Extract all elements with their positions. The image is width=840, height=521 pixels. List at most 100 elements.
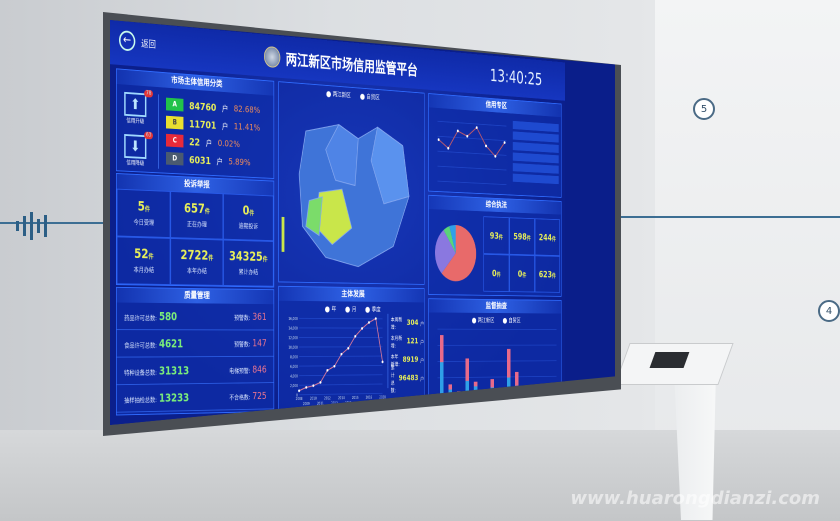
stat-label: 今日受理 xyxy=(133,218,155,227)
panel-title: 质量管理 xyxy=(116,287,274,305)
complaint-stat[interactable]: 657件 正在办理 xyxy=(170,191,223,240)
gridline xyxy=(299,375,382,376)
unit: 户 xyxy=(221,104,229,115)
legend-year[interactable]: 年 xyxy=(325,305,336,314)
grade-percent: 0.02% xyxy=(217,138,240,150)
complaint-stat[interactable]: 34325件 累计办结 xyxy=(222,239,274,287)
complaint-stat[interactable]: 52件 本月办结 xyxy=(116,236,171,286)
legend-liangjiang[interactable]: 两江新区 xyxy=(471,316,494,324)
stat-label: 本月办结 xyxy=(133,266,155,274)
stat-value: 52 xyxy=(134,246,149,262)
gridline xyxy=(437,166,506,170)
grade-count: 84760 xyxy=(189,99,217,114)
quality-value: 31313 xyxy=(158,363,190,377)
map-panel: 两江新区 自贸区 xyxy=(278,81,425,285)
quality-row[interactable]: 食品许可总数: 4621 预警数: 147 xyxy=(116,330,274,358)
unit: 件 xyxy=(526,234,531,242)
credit-panel: 市场主体信用分类 ⬆ 78 信用升级 ⬇ 63 信用降级 A 84760 户 82.68%… xyxy=(115,68,275,179)
unit: 件 xyxy=(522,271,527,279)
stat-label: 本周新增: xyxy=(390,317,403,331)
enforcement-stat[interactable]: 0件 xyxy=(509,254,535,293)
unit: 件 xyxy=(144,205,151,213)
unit: 件 xyxy=(262,255,268,263)
quality-label: 特种设备总数: xyxy=(124,368,157,377)
quality-row[interactable]: 抽样抽检总数: 13233 不合格数: 725 xyxy=(116,382,274,413)
gridline xyxy=(437,181,506,185)
quality-row[interactable]: 药品许可总数: 580 预警数: 361 xyxy=(116,302,274,331)
kiosk-tablet[interactable] xyxy=(614,343,734,385)
gridline xyxy=(299,384,382,385)
display-screen: ← 返回 两江新区市场信用监管平台 13:40:25 市场主体信用分类 ⬆ 78 信… xyxy=(110,20,615,425)
stat-value: 657 xyxy=(184,201,205,217)
development-panel: 主体发展 年月季度 0 2,000 4,000 6,000 8,000 10,000 12,… xyxy=(278,285,425,412)
gridline xyxy=(437,361,556,362)
enforcement-stat[interactable]: 598件 xyxy=(509,217,535,256)
stat-value: 598 xyxy=(513,230,527,242)
kiosk-stand xyxy=(674,370,716,520)
district-map[interactable] xyxy=(279,94,425,280)
quality-value: 4621 xyxy=(158,336,184,350)
credit-downgrade-button[interactable]: ⬇ 63 xyxy=(124,131,153,160)
complaint-stat[interactable]: 0件 逾期投诉 xyxy=(222,193,274,242)
grade-badge: C xyxy=(166,133,184,148)
panel-title: 综合执法 xyxy=(428,195,561,215)
watermark: www.huarongdianzi.com xyxy=(570,488,820,509)
stat-value: 623 xyxy=(538,268,552,280)
warning-label: 不合格数: xyxy=(229,393,251,402)
dashboard: ← 返回 两江新区市场信用监管平台 13:40:25 市场主体信用分类 ⬆ 78 信… xyxy=(110,20,565,425)
y-tick-label: 12,000 xyxy=(288,336,297,340)
y-tick-label: 16,000 xyxy=(288,317,297,321)
arrow-down-icon: ⬇ xyxy=(130,137,141,156)
unit: 户 xyxy=(221,122,229,132)
stat-value: 0 xyxy=(242,203,250,219)
x-tick-label: 2012 xyxy=(324,396,331,400)
back-button[interactable]: ← 返回 xyxy=(118,30,156,53)
credit-zone-panel: 信用专区 xyxy=(428,93,562,198)
gridline xyxy=(299,393,382,394)
x-tick-label: 2010 xyxy=(310,397,317,401)
stat-label: 累计办结 xyxy=(238,268,259,276)
data-point xyxy=(326,368,329,372)
enforcement-stat[interactable]: 244件 xyxy=(534,218,560,257)
gridline xyxy=(299,318,382,319)
emblem-logo xyxy=(263,45,281,68)
arrow-up-icon: ⬆ xyxy=(130,95,141,114)
grade-badge: B xyxy=(166,115,184,130)
grade-percent: 5.89% xyxy=(228,156,251,168)
x-tick-label: 2014 xyxy=(338,396,345,400)
stat-value: 304 xyxy=(406,318,419,328)
unit: 户 xyxy=(216,157,223,168)
enforcement-stat[interactable]: 623件 xyxy=(534,255,560,293)
legend-quarter[interactable]: 季度 xyxy=(365,305,381,314)
warning-label: 预警数: xyxy=(234,314,251,322)
x-tick-label: 2016 xyxy=(352,396,359,400)
stat-value: 8919 xyxy=(402,355,419,365)
complaint-stat[interactable]: 2722件 本年办结 xyxy=(170,238,223,286)
stat-value: 93 xyxy=(489,229,499,241)
unit: 件 xyxy=(551,235,556,242)
data-point xyxy=(319,381,322,384)
development-line-chart: 0 2,000 4,000 6,000 8,000 10,000 12,000 14,000 1… xyxy=(288,313,386,406)
stat-label: 逾期投诉 xyxy=(238,222,259,231)
data-point xyxy=(333,364,336,368)
clock: 13:40:25 xyxy=(489,65,543,90)
quality-row[interactable]: 特种设备总数: 31313 电梯预警: 846 xyxy=(116,356,274,386)
warning-value: 725 xyxy=(252,390,267,402)
data-point xyxy=(354,335,357,338)
stat-value: 34325 xyxy=(229,249,263,265)
page-title: 两江新区市场信用监管平台 xyxy=(263,45,418,80)
wall-line xyxy=(620,216,840,218)
map-scale-bar xyxy=(281,216,285,252)
legend-month[interactable]: 月 xyxy=(345,305,356,314)
credit-upgrade-button[interactable]: ⬆ 78 xyxy=(124,89,153,118)
stat-label: 正在办理 xyxy=(186,220,207,229)
unit: 户 xyxy=(205,139,213,149)
stat-value: 121 xyxy=(406,337,419,346)
x-tick-label: 2009 xyxy=(303,402,310,406)
legend-ftz[interactable]: 自贸区 xyxy=(502,316,521,324)
grade-percent: 11.41% xyxy=(233,121,261,133)
unit: 户 xyxy=(420,339,424,346)
enforcement-stat[interactable]: 0件 xyxy=(483,253,510,293)
enforcement-stat[interactable]: 93件 xyxy=(483,216,510,255)
complaint-stat[interactable]: 5件 今日受理 xyxy=(116,188,171,239)
